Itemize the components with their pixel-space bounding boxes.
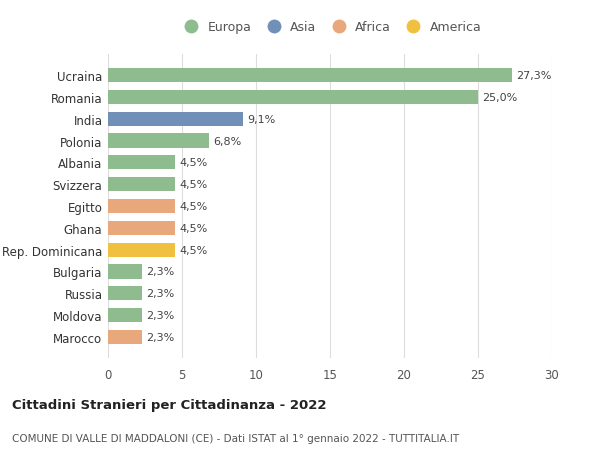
Bar [108, 243, 175, 257]
Text: 2,3%: 2,3% [146, 289, 175, 299]
Bar [108, 90, 478, 105]
Text: 4,5%: 4,5% [179, 224, 207, 233]
Text: 4,5%: 4,5% [179, 202, 207, 212]
Text: Cittadini Stranieri per Cittadinanza - 2022: Cittadini Stranieri per Cittadinanza - 2… [12, 398, 326, 412]
Bar [108, 286, 142, 301]
Text: 2,3%: 2,3% [146, 310, 175, 320]
Text: 27,3%: 27,3% [517, 71, 552, 81]
Text: 4,5%: 4,5% [179, 158, 207, 168]
Bar [108, 69, 512, 83]
Text: 6,8%: 6,8% [213, 136, 241, 146]
Text: 4,5%: 4,5% [179, 245, 207, 255]
Legend: Europa, Asia, Africa, America: Europa, Asia, Africa, America [173, 16, 487, 39]
Bar [108, 112, 242, 127]
Bar [108, 134, 209, 148]
Bar [108, 221, 175, 235]
Text: 25,0%: 25,0% [482, 93, 518, 103]
Bar [108, 156, 175, 170]
Text: 4,5%: 4,5% [179, 180, 207, 190]
Bar [108, 200, 175, 213]
Bar [108, 178, 175, 192]
Text: COMUNE DI VALLE DI MADDALONI (CE) - Dati ISTAT al 1° gennaio 2022 - TUTTITALIA.I: COMUNE DI VALLE DI MADDALONI (CE) - Dati… [12, 433, 459, 442]
Bar [108, 330, 142, 344]
Bar [108, 265, 142, 279]
Text: 2,3%: 2,3% [146, 332, 175, 342]
Text: 2,3%: 2,3% [146, 267, 175, 277]
Text: 9,1%: 9,1% [247, 114, 275, 124]
Bar [108, 308, 142, 323]
